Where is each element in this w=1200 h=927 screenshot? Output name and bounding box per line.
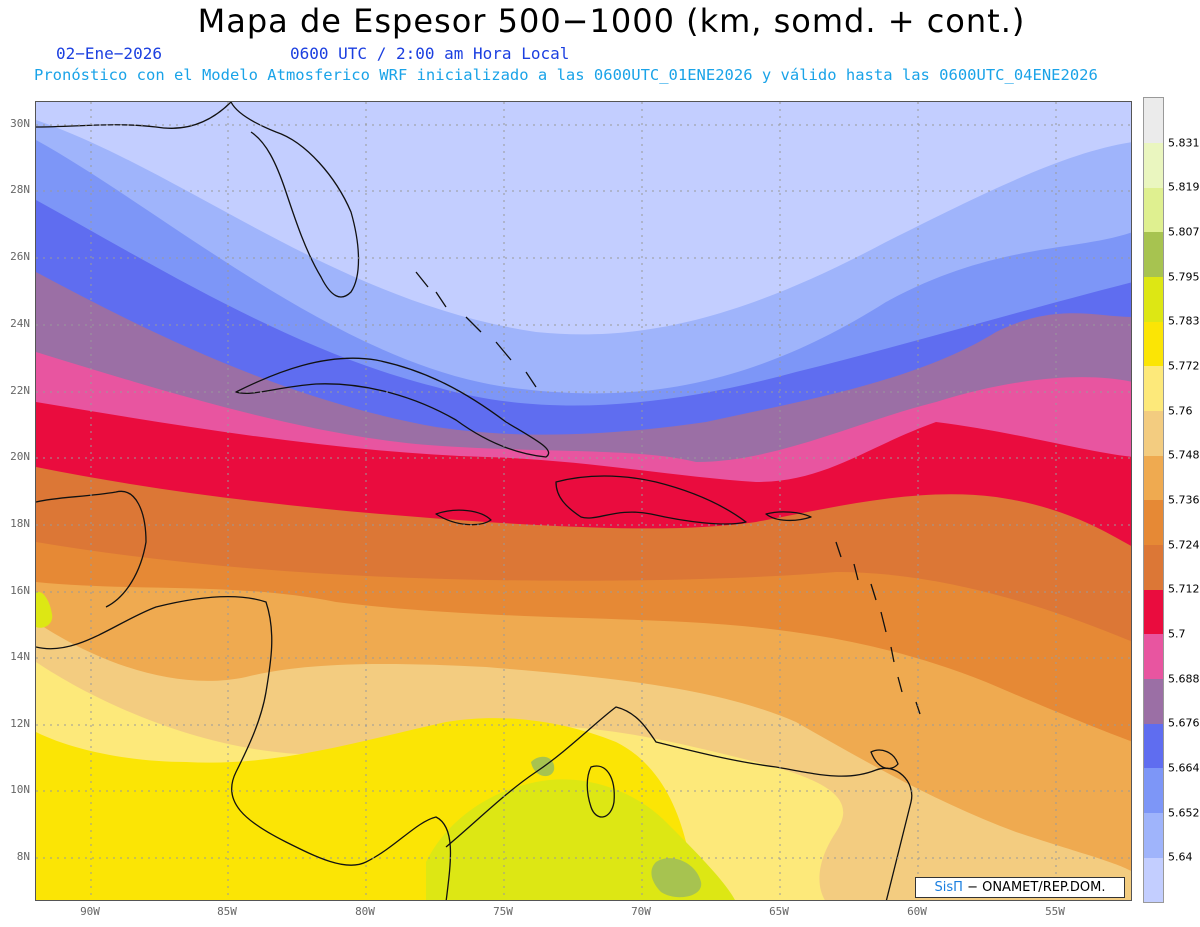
lat-label-12n: 12N xyxy=(10,717,30,730)
lat-label-24n: 24N xyxy=(10,317,30,330)
colorbar-level-label: 5.64 xyxy=(1168,850,1193,864)
credit-box: SisΠ − ONAMET/REP.DOM. xyxy=(915,877,1125,898)
lat-label-18n: 18N xyxy=(10,517,30,530)
colorbar-swatch xyxy=(1144,857,1163,903)
colorbar-swatch xyxy=(1144,634,1163,679)
colorbar-level-label: 5.807 xyxy=(1168,225,1200,239)
gulf-coast xyxy=(36,102,232,129)
trinidad xyxy=(870,749,899,770)
colorbar-swatch xyxy=(1144,366,1163,411)
map-title: Mapa de Espesor 500−1000 (km, somd. + co… xyxy=(197,2,1026,40)
lat-label-28n: 28N xyxy=(10,183,30,196)
bahamas-islands xyxy=(415,271,537,388)
jamaica-coast xyxy=(435,509,492,526)
lon-label-70w: 70W xyxy=(631,905,651,918)
puerto-rico-coast xyxy=(765,511,812,522)
lat-label-10n: 10N xyxy=(10,783,30,796)
colorbar-level-label: 5.688 xyxy=(1168,672,1200,686)
colorbar-swatch xyxy=(1144,142,1163,188)
colorbar-level-label: 5.831 xyxy=(1168,136,1200,150)
band-5807-spot-2 xyxy=(651,858,702,898)
band-5795-edge xyxy=(36,591,53,628)
lat-label-30n: 30N xyxy=(10,117,30,130)
lon-label-80w: 80W xyxy=(355,905,375,918)
south-america-coast xyxy=(445,706,913,900)
thickness-field xyxy=(36,102,1131,900)
colorbar-level-label: 5.772 xyxy=(1168,359,1200,373)
lon-label-85w: 85W xyxy=(217,905,237,918)
colorbar-level-label: 5.724 xyxy=(1168,538,1200,552)
thickness-map xyxy=(35,101,1132,901)
lon-label-75w: 75W xyxy=(493,905,513,918)
lon-label-90w: 90W xyxy=(80,905,100,918)
colorbar-swatch xyxy=(1144,187,1163,233)
lat-label-8n: 8N xyxy=(16,850,30,863)
cuba-coast xyxy=(235,357,550,458)
colorbar xyxy=(1143,97,1164,903)
colorbar-level-label: 5.76 xyxy=(1168,404,1193,418)
central-america-coast xyxy=(36,595,452,900)
graticule xyxy=(36,102,1131,900)
lon-label-65w: 65W xyxy=(769,905,789,918)
colorbar-level-label: 5.664 xyxy=(1168,761,1200,775)
colorbar-swatch xyxy=(1144,768,1163,813)
coastlines xyxy=(36,102,921,900)
lon-label-60w: 60W xyxy=(907,905,927,918)
forecast-date: 02−Ene−2026 xyxy=(56,44,162,63)
colorbar-swatch xyxy=(1144,678,1163,724)
colorbar-level-label: 5.795 xyxy=(1168,270,1200,284)
hispaniola-coast xyxy=(555,475,747,525)
colorbar-swatch xyxy=(1144,410,1163,456)
colorbar-swatch xyxy=(1144,500,1163,545)
sispi-logo: SisΠ xyxy=(934,880,963,895)
lat-label-20n: 20N xyxy=(10,450,30,463)
colorbar-swatch xyxy=(1144,276,1163,322)
lon-label-55w: 55W xyxy=(1045,905,1065,918)
colorbar-swatch xyxy=(1144,544,1163,590)
colorbar-swatch xyxy=(1144,98,1163,143)
colorbar-level-label: 5.736 xyxy=(1168,493,1200,507)
credit-text: − ONAMET/REP.DOM. xyxy=(967,880,1106,895)
lat-label-26n: 26N xyxy=(10,250,30,263)
colorbar-swatch xyxy=(1144,455,1163,501)
colorbar-swatch xyxy=(1144,723,1163,769)
forecast-subtitle: Pronóstico con el Modelo Atmosferico WRF… xyxy=(34,66,1098,84)
colorbar-level-label: 5.748 xyxy=(1168,448,1200,462)
colorbar-level-label: 5.819 xyxy=(1168,180,1200,194)
lat-label-14n: 14N xyxy=(10,650,30,663)
florida-coast xyxy=(230,102,360,298)
forecast-time: 0600 UTC / 2:00 am Hora Local xyxy=(290,44,570,63)
colorbar-swatch xyxy=(1144,232,1163,277)
colorbar-swatch xyxy=(1144,589,1163,635)
colorbar-level-label: 5.676 xyxy=(1168,716,1200,730)
colorbar-level-label: 5.7 xyxy=(1168,627,1186,641)
lake-maracaibo xyxy=(586,765,615,818)
lesser-antilles xyxy=(835,541,921,715)
colorbar-swatch xyxy=(1144,321,1163,367)
colorbar-level-label: 5.712 xyxy=(1168,582,1200,596)
yucatan-coast xyxy=(36,490,147,608)
colorbar-level-label: 5.652 xyxy=(1168,806,1200,820)
colorbar-swatch xyxy=(1144,812,1163,858)
lat-label-22n: 22N xyxy=(10,384,30,397)
colorbar-level-label: 5.783 xyxy=(1168,314,1200,328)
lat-label-16n: 16N xyxy=(10,584,30,597)
